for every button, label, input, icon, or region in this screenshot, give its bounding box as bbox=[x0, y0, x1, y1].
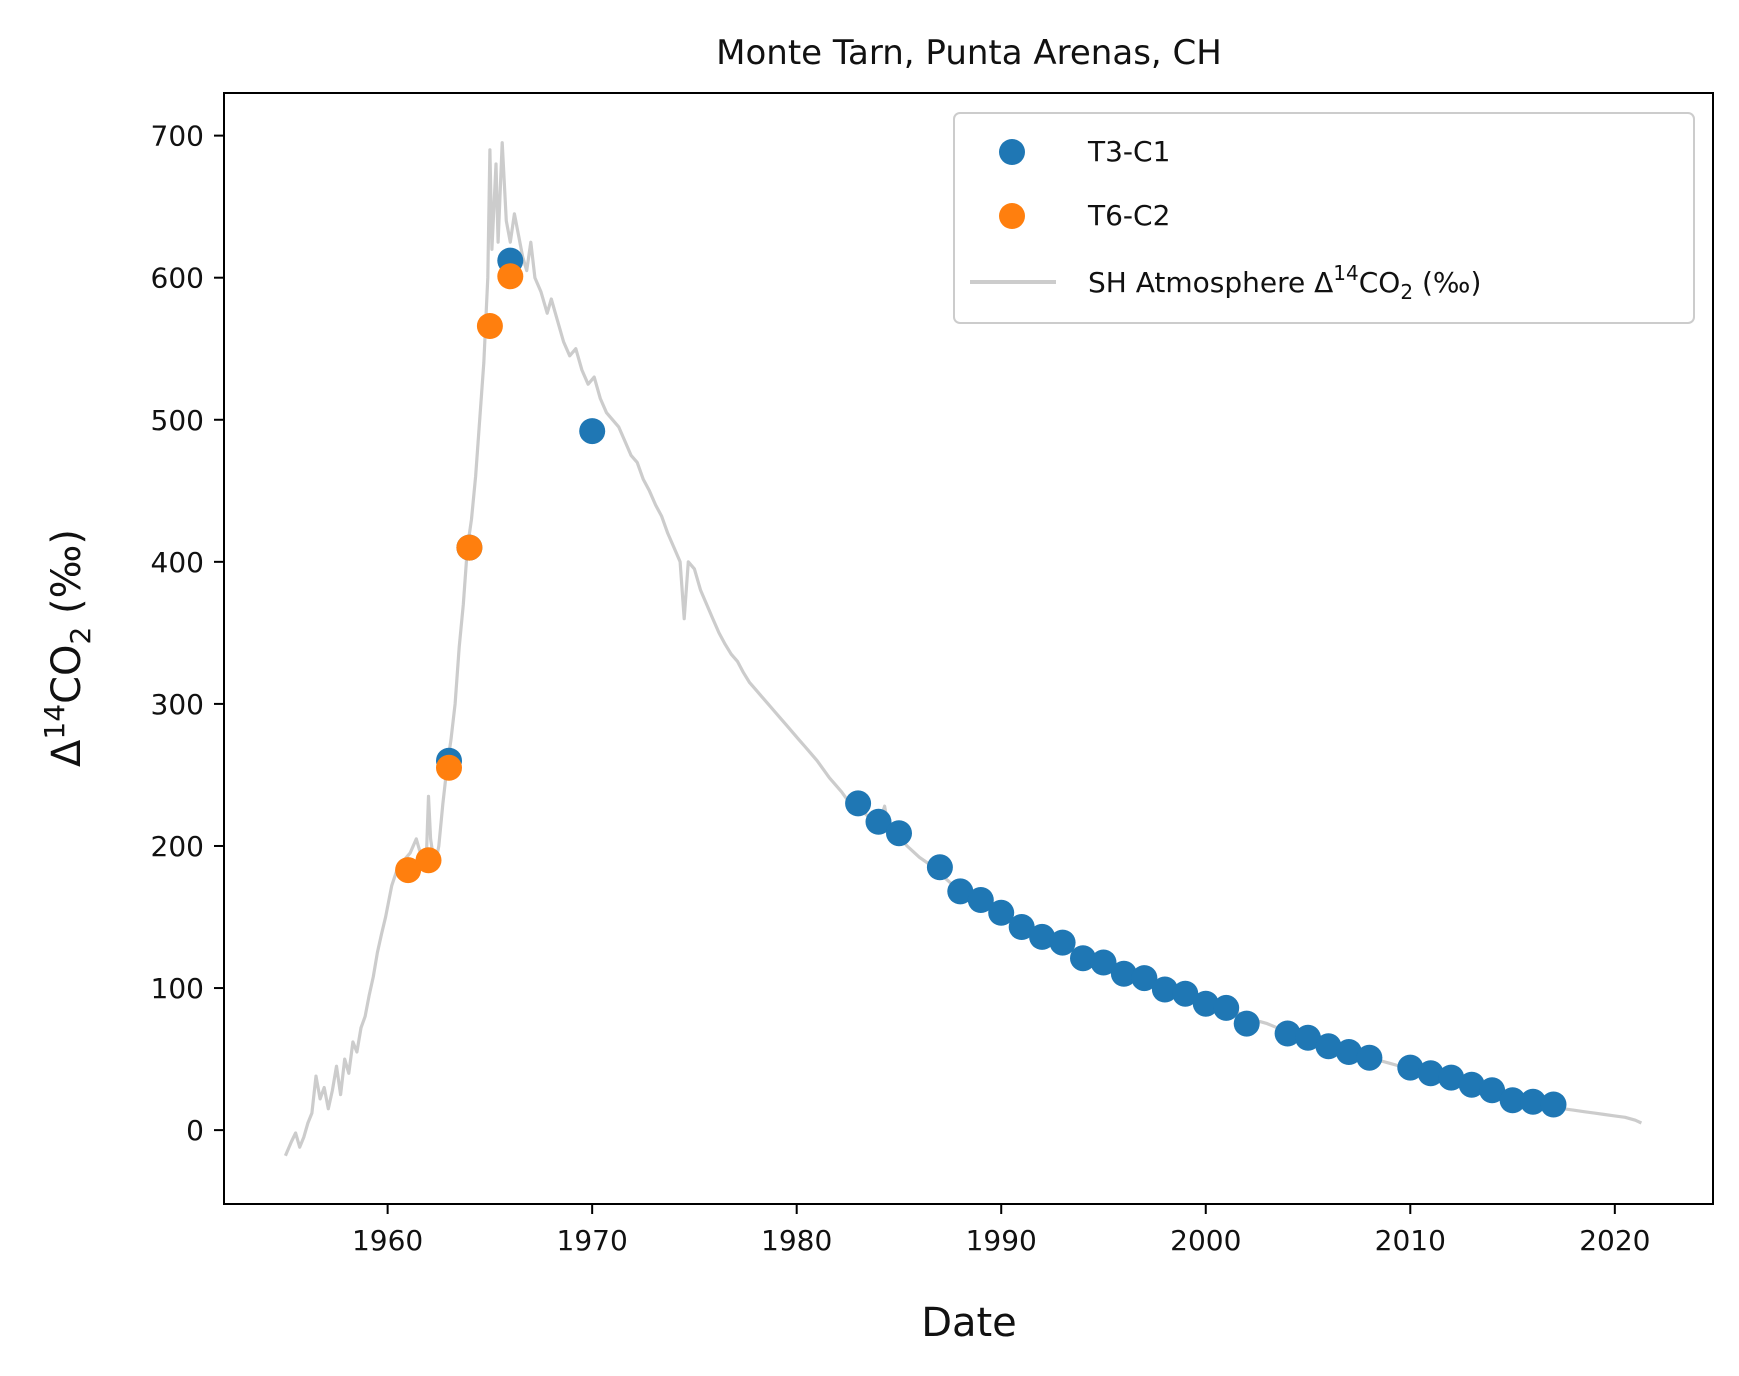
x-tick-label-2020: 2020 bbox=[1579, 1224, 1650, 1257]
y-axis: 0 100 200 300 400 500 600 700 bbox=[151, 120, 224, 1147]
legend-label-atmosphere: SH Atmosphere Δ14CO2 (‰) bbox=[1088, 261, 1481, 304]
y-tick-label-400: 400 bbox=[151, 546, 204, 579]
point-t3-c1-1994 bbox=[1070, 945, 1096, 972]
point-t3-c1-2002 bbox=[1233, 1010, 1260, 1037]
point-t6-c2-1966 bbox=[497, 263, 524, 290]
y-axis-label-prefix: Δ bbox=[44, 739, 90, 767]
legend-marker-t3-c1 bbox=[999, 139, 1025, 165]
y-tick-label-100: 100 bbox=[151, 972, 204, 1005]
point-t3-c1-1988 bbox=[947, 878, 974, 905]
x-tick-label-1970: 1970 bbox=[557, 1224, 628, 1257]
point-t3-c1-2014 bbox=[1479, 1077, 1506, 1104]
plot-area bbox=[283, 141, 1643, 1157]
chart-title: Monte Tarn, Punta Arenas, CH bbox=[716, 33, 1222, 73]
legend-label-atmosphere-sub: 2 bbox=[1400, 280, 1413, 304]
point-t3-c1-1983 bbox=[845, 790, 872, 817]
x-tick-label-2010: 2010 bbox=[1375, 1224, 1446, 1257]
legend-label-t6-c2: T6-C2 bbox=[1087, 199, 1170, 232]
point-t3-c1-2004 bbox=[1274, 1020, 1301, 1047]
point-t3-c1-2005 bbox=[1295, 1024, 1321, 1051]
y-tick-label-0: 0 bbox=[186, 1114, 204, 1147]
y-tick-label-500: 500 bbox=[151, 404, 204, 437]
point-t3-c1-1991 bbox=[1008, 914, 1035, 940]
point-t3-c1-1987 bbox=[926, 854, 953, 881]
point-t3-c1-2012 bbox=[1438, 1064, 1465, 1091]
legend-label-atmosphere-sup: 14 bbox=[1333, 261, 1358, 285]
point-t3-c1-2010 bbox=[1397, 1054, 1424, 1081]
point-t3-c1-1992 bbox=[1029, 923, 1056, 950]
point-t3-c1-2000 bbox=[1192, 990, 1219, 1017]
y-axis-label: Δ14CO2 (‰) bbox=[38, 529, 97, 767]
y-tick-label-300: 300 bbox=[151, 688, 204, 721]
point-t6-c2-1962 bbox=[415, 847, 442, 874]
y-tick-label-700: 700 bbox=[151, 120, 204, 153]
x-tick-label-2000: 2000 bbox=[1170, 1224, 1241, 1257]
x-axis: 1960 1970 1980 1990 2000 2010 2020 bbox=[352, 1204, 1650, 1257]
point-t6-c2-1963 bbox=[436, 754, 462, 781]
point-t3-c1-2007 bbox=[1335, 1039, 1362, 1065]
point-t3-c1-2006 bbox=[1315, 1033, 1342, 1060]
legend-box bbox=[953, 112, 1695, 324]
point-t3-c1-1984 bbox=[865, 808, 892, 835]
point-t3-c1-1997 bbox=[1131, 965, 1158, 992]
legend-label-t3-c1: T3-C1 bbox=[1087, 135, 1170, 168]
legend-label-atmosphere-mid: CO bbox=[1359, 266, 1401, 299]
point-t3-c1-2016 bbox=[1520, 1088, 1546, 1115]
point-t3-c1-1995 bbox=[1090, 949, 1117, 976]
legend-label-atmosphere-prefix: SH Atmosphere Δ bbox=[1088, 266, 1333, 299]
scatter-points-layer bbox=[395, 247, 1567, 1118]
x-tick-label-1960: 1960 bbox=[352, 1224, 423, 1257]
point-t3-c1-1996 bbox=[1110, 960, 1137, 987]
point-t3-c1-2001 bbox=[1213, 994, 1240, 1021]
x-tick-label-1980: 1980 bbox=[761, 1224, 832, 1257]
point-t3-c1-2011 bbox=[1417, 1060, 1444, 1087]
point-t3-c1-1985 bbox=[886, 820, 912, 847]
point-t3-c1-1999 bbox=[1172, 980, 1199, 1007]
y-axis-label-sup: 14 bbox=[38, 704, 71, 740]
point-t3-c1-2013 bbox=[1458, 1071, 1485, 1098]
point-t3-c1-2017 bbox=[1540, 1091, 1567, 1118]
axes-frame bbox=[223, 92, 1714, 1205]
y-axis-label-mid: CO bbox=[44, 645, 90, 704]
point-t3-c1-1998 bbox=[1151, 976, 1178, 1003]
y-axis-label-sub: 2 bbox=[64, 627, 97, 645]
point-t6-c2-1964 bbox=[456, 534, 483, 561]
point-t3-c1-1989 bbox=[967, 887, 994, 913]
point-t3-c1-1990 bbox=[988, 899, 1015, 926]
point-t6-c2-1961 bbox=[395, 857, 422, 884]
point-t3-c1-2015 bbox=[1499, 1087, 1526, 1114]
y-tick-label-200: 200 bbox=[151, 830, 204, 863]
y-tick-label-600: 600 bbox=[151, 262, 204, 295]
y-axis-label-suffix: (‰) bbox=[44, 529, 90, 627]
legend-marker-t6-c2 bbox=[999, 203, 1025, 229]
point-t3-c1-1970 bbox=[579, 418, 606, 445]
legend: T3-C1 T6-C2 SH Atmosphere Δ14CO2 (‰) bbox=[953, 112, 1695, 324]
x-axis-label: Date bbox=[921, 1300, 1017, 1346]
legend-label-atmosphere-suffix: (‰) bbox=[1413, 266, 1481, 299]
point-t6-c2-1965 bbox=[476, 313, 503, 339]
point-t3-c1-2008 bbox=[1356, 1044, 1383, 1071]
point-t3-c1-1993 bbox=[1049, 929, 1076, 956]
x-tick-label-1990: 1990 bbox=[966, 1224, 1037, 1257]
